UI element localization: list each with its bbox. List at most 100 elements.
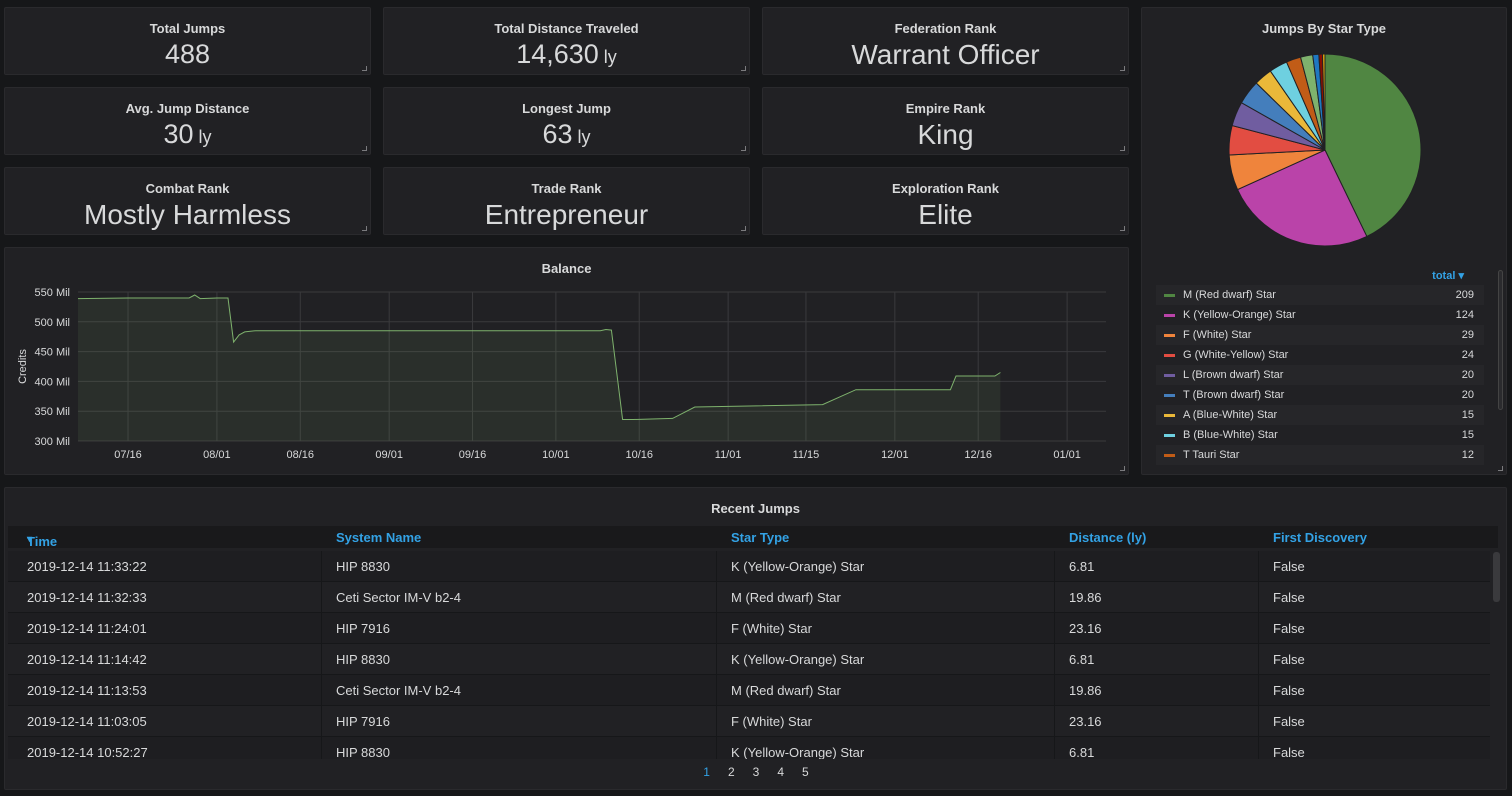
pie-chart[interactable]: [1142, 8, 1508, 258]
resize-handle[interactable]: [741, 226, 746, 231]
x-tick-label: 09/01: [375, 449, 403, 461]
column-header-distance[interactable]: Distance (ly): [1069, 530, 1147, 545]
resize-handle[interactable]: [362, 226, 367, 231]
stat-value: 488: [5, 41, 370, 68]
x-tick-label: 10/16: [625, 449, 653, 461]
sort-desc-icon: ▾: [27, 534, 33, 545]
table-cell: 2019-12-14 11:33:22: [27, 559, 147, 574]
resize-handle[interactable]: [1120, 66, 1125, 71]
legend-item[interactable]: G (White-Yellow) Star 24: [1156, 345, 1484, 365]
column-header-star-type[interactable]: Star Type: [731, 530, 790, 545]
panel-title[interactable]: Exploration Rank: [892, 181, 999, 196]
panel-title[interactable]: Trade Rank: [531, 181, 602, 196]
y-tick-label: 300 Mil: [35, 436, 70, 448]
resize-handle[interactable]: [741, 66, 746, 71]
panel-title[interactable]: Recent Jumps: [711, 501, 800, 516]
legend-item[interactable]: B (Blue-White) Star 15: [1156, 425, 1484, 445]
pie-slice[interactable]: [1236, 149, 1368, 247]
table-cell: F (White) Star: [731, 714, 812, 729]
stat-unit: ly: [577, 127, 591, 147]
legend-label: M (Red dwarf) Star: [1183, 289, 1276, 301]
legend-label: L (Brown dwarf) Star: [1183, 369, 1284, 381]
legend-swatch: [1164, 313, 1175, 317]
page-link[interactable]: 3: [752, 765, 760, 779]
table-row[interactable]: 2019-12-14 11:32:33 Ceti Sector IM-V b2-4…: [8, 582, 1490, 613]
panel-title[interactable]: Combat Rank: [145, 181, 230, 196]
table-row[interactable]: 2019-12-14 10:52:27 HIP 8830 K (Yellow-Ora…: [8, 737, 1490, 759]
page-link[interactable]: 2: [727, 765, 735, 779]
table-cell: False: [1273, 714, 1305, 729]
panel-title[interactable]: Total Distance Traveled: [494, 21, 639, 36]
pie-legend: total ▾ M (Red dwarf) Star 209 K (Yellow-O…: [1156, 267, 1484, 465]
panel-title[interactable]: Total Jumps: [149, 21, 226, 36]
column-divider: [321, 706, 322, 736]
panel-title[interactable]: Balance: [541, 261, 592, 276]
legend-item[interactable]: T (Brown dwarf) Star 20: [1156, 385, 1484, 405]
panel-title[interactable]: Empire Rank: [905, 101, 986, 116]
pagination: 1 2 3 4 5: [0, 765, 1512, 779]
legend-item[interactable]: L (Brown dwarf) Star 20: [1156, 365, 1484, 385]
table-row[interactable]: 2019-12-14 11:14:42 HIP 8830 K (Yellow-Ora…: [8, 644, 1490, 675]
stat-value: Mostly Harmless: [84, 199, 291, 230]
column-divider: [1054, 551, 1055, 581]
legend-swatch: [1164, 373, 1175, 377]
table-cell: 2019-12-14 11:32:33: [27, 590, 147, 605]
table-cell: M (Red dwarf) Star: [731, 683, 841, 698]
legend-swatch: [1164, 333, 1175, 337]
table-scrollbar[interactable]: [1493, 552, 1500, 602]
page-link[interactable]: 1: [703, 765, 710, 779]
resize-handle[interactable]: [362, 146, 367, 151]
column-divider: [1258, 582, 1259, 612]
x-tick-label: 01/01: [1053, 449, 1081, 461]
column-divider: [716, 551, 717, 581]
x-tick-label: 10/01: [542, 449, 570, 461]
column-header-first-discovery[interactable]: First Discovery: [1273, 530, 1367, 545]
legend-item[interactable]: A (Blue-White) Star 15: [1156, 405, 1484, 425]
table-cell: 6.81: [1069, 652, 1095, 667]
column-divider: [1258, 737, 1259, 759]
page-link[interactable]: 5: [802, 765, 809, 779]
panel-title[interactable]: Federation Rank: [894, 21, 997, 36]
table-cell: 23.16: [1069, 621, 1102, 636]
table-row[interactable]: 2019-12-14 11:13:53 Ceti Sector IM-V b2-4…: [8, 675, 1490, 706]
column-divider: [716, 644, 717, 674]
stat-value: King: [917, 119, 974, 150]
table-cell: 6.81: [1069, 745, 1095, 759]
legend-item[interactable]: M (Red dwarf) Star 209: [1156, 285, 1484, 305]
table-cell: 19.86: [1069, 590, 1102, 605]
table-cell: 2019-12-14 11:13:53: [27, 683, 147, 698]
legend-item[interactable]: T Tauri Star 12: [1156, 445, 1484, 465]
legend-item[interactable]: F (White) Star 29: [1156, 325, 1484, 345]
table-cell: 2019-12-14 11:24:01: [27, 621, 147, 636]
table-cell: HIP 8830: [336, 745, 390, 759]
resize-handle[interactable]: [362, 66, 367, 71]
legend-item[interactable]: K (Yellow-Orange) Star 124: [1156, 305, 1484, 325]
balance-chart[interactable]: 300 Mil 350 Mil 400 Mil 450 Mil 500 Mil 550 M…: [5, 248, 1128, 474]
resize-handle[interactable]: [1498, 466, 1503, 471]
pie-slice[interactable]: [1322, 53, 1326, 151]
panel-title[interactable]: Avg. Jump Distance: [125, 101, 250, 116]
pie-slice[interactable]: [1324, 53, 1422, 238]
panel-title[interactable]: Jumps By Star Type: [1261, 21, 1387, 36]
resize-handle[interactable]: [741, 146, 746, 151]
page-link[interactable]: 4: [777, 765, 785, 779]
table-row[interactable]: 2019-12-14 11:24:01 HIP 7916 F (White) Sta…: [8, 613, 1490, 644]
resize-handle[interactable]: [1120, 466, 1125, 471]
pie-panel: Jumps By Star Type total ▾ M (Red dwarf)…: [1141, 7, 1507, 475]
column-divider: [1054, 737, 1055, 759]
table-row[interactable]: 2019-12-14 11:03:05 HIP 7916 F (White) Sta…: [8, 706, 1490, 737]
column-divider: [716, 582, 717, 612]
legend-label: K (Yellow-Orange) Star: [1183, 309, 1296, 321]
column-divider: [321, 737, 322, 759]
legend-sort-header[interactable]: total ▾: [1156, 267, 1484, 285]
series-line[interactable]: [77, 294, 1001, 420]
panel-title[interactable]: Longest Jump: [522, 101, 611, 116]
x-tick-label: 08/01: [203, 449, 231, 461]
stat-panel-avg-jump: Avg. Jump Distance 30 ly: [4, 87, 371, 155]
table-row[interactable]: 2019-12-14 11:33:22 HIP 8830 K (Yellow-Ora…: [8, 551, 1490, 582]
table-cell: 2019-12-14 11:03:05: [27, 714, 147, 729]
resize-handle[interactable]: [1120, 146, 1125, 151]
legend-scrollbar[interactable]: [1498, 270, 1503, 410]
resize-handle[interactable]: [1120, 226, 1125, 231]
column-header-system-name[interactable]: System Name: [336, 530, 422, 545]
